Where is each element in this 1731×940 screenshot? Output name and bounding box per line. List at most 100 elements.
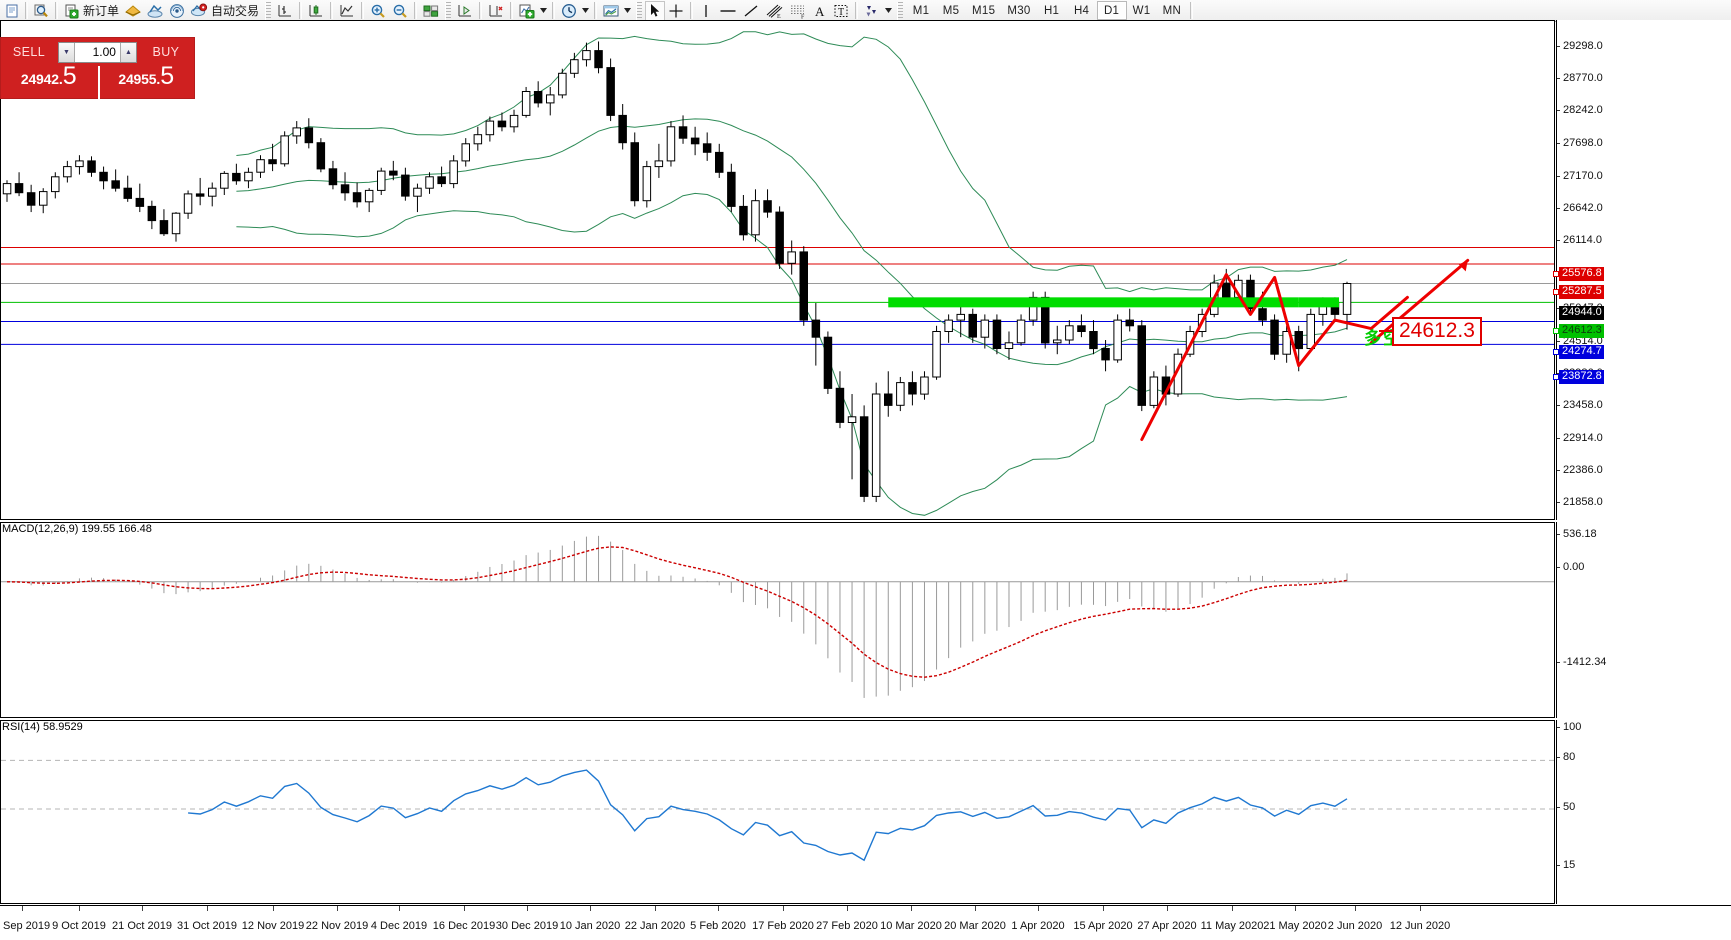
ask-price[interactable]: 24955. 5 — [96, 64, 195, 88]
timeframe-d1[interactable]: D1 — [1096, 1, 1127, 20]
volume-decrement-button[interactable]: ▼ — [59, 42, 76, 62]
volume-input[interactable]: 1.00 — [75, 42, 120, 62]
expert-advisor-icon[interactable] — [122, 1, 144, 21]
price-plot-area[interactable] — [1, 21, 1554, 519]
support-level-tag-1-handle[interactable] — [1553, 349, 1559, 355]
tile-windows-icon[interactable] — [420, 1, 442, 21]
resistance-level-tag-1[interactable]: 25576.8 — [1559, 267, 1604, 281]
rsi-scale[interactable]: 100 80 50 15 — [1556, 720, 1731, 904]
price-scale-tick: 24514.0 — [1557, 335, 1603, 347]
time-scale-tick — [527, 906, 528, 911]
time-scale-tick — [847, 906, 848, 911]
strategy-tester-icon[interactable] — [144, 1, 166, 21]
indicators-chevron-down-icon[interactable] — [538, 2, 549, 20]
toolbar-separator — [594, 2, 598, 19]
time-scale-label: 16 Dec 2019 — [432, 920, 496, 932]
volume-stepper[interactable]: ▼ 1.00 ▲ — [58, 41, 137, 63]
resistance-level-tag-1-handle[interactable] — [1553, 271, 1559, 277]
price-chart-pane[interactable] — [0, 20, 1555, 520]
text-icon[interactable]: A — [810, 1, 830, 21]
time-scale-label: 10 Mar 2020 — [880, 920, 942, 932]
time-scale-tick — [22, 906, 23, 911]
macd-scale-tick: 536.18 — [1557, 528, 1597, 540]
macd-chart-svg — [1, 535, 1554, 698]
vertical-line-icon[interactable] — [696, 1, 716, 21]
toolbar-grip[interactable] — [897, 1, 904, 20]
equidistant-channel-icon[interactable]: E — [762, 1, 786, 21]
trendline-icon[interactable] — [740, 1, 762, 21]
support-level-tag-2[interactable]: 23872.8 — [1559, 370, 1604, 384]
auto-scroll-icon[interactable] — [485, 1, 507, 21]
cursor-icon[interactable] — [645, 0, 666, 21]
volume-increment-button[interactable]: ▲ — [119, 42, 136, 62]
octp-price-row: 24942. 5 24955. 5 — [1, 64, 194, 98]
bid-price[interactable]: 24942. 5 — [20, 62, 77, 90]
time-scale-label: 27 Feb 2020 — [816, 920, 878, 932]
support-level-tag-2-handle[interactable] — [1553, 374, 1559, 380]
timeframe-m15[interactable]: M15 — [972, 4, 996, 17]
main-toolbar: 新订单 自动交易 — [0, 0, 1731, 22]
shift-end-icon[interactable] — [454, 1, 476, 21]
time-scale-label: 9 Oct 2019 — [52, 920, 106, 932]
resistance-level-tag-2-handle[interactable] — [1553, 289, 1559, 295]
timeframe-m30[interactable]: M30 — [1007, 4, 1031, 17]
horizontal-line-icon[interactable] — [716, 1, 740, 21]
svg-text:F: F — [801, 14, 805, 19]
timeframe-m1[interactable]: M1 — [912, 4, 930, 17]
time-scale-tick — [79, 906, 80, 911]
macd-pane[interactable] — [0, 522, 1555, 718]
new-order-icon[interactable] — [61, 1, 82, 21]
svg-text:T: T — [838, 7, 844, 18]
candlestick-chart-icon[interactable] — [305, 1, 327, 21]
new-order-label[interactable]: 新订单 — [83, 4, 120, 18]
bar-chart-icon[interactable] — [274, 1, 296, 21]
toolbar-separator — [1190, 2, 1194, 19]
toolbar-grip[interactable] — [636, 1, 643, 20]
templates-chevron-down-icon[interactable] — [622, 2, 633, 20]
period-chevron-down-icon[interactable] — [580, 2, 591, 20]
time-scale-label: 5 Sep 2019 — [0, 920, 51, 932]
support-level-tag-1[interactable]: 24274.7 — [1559, 345, 1604, 359]
price-scale-tick: 26114.0 — [1557, 234, 1602, 246]
timeframe-w1[interactable]: W1 — [1132, 4, 1151, 17]
templates-icon[interactable] — [600, 1, 622, 21]
rsi-pane[interactable] — [0, 720, 1555, 904]
rsi-plot-area[interactable] — [1, 721, 1554, 903]
toolbar-grip[interactable] — [445, 1, 452, 20]
timeframe-h4[interactable]: H4 — [1073, 4, 1090, 17]
pivot-level-tag-handle[interactable] — [1553, 328, 1559, 334]
fibonacci-icon[interactable]: F — [786, 1, 810, 21]
macd-scale[interactable]: 536.18 0.00 -1412.34 — [1556, 522, 1731, 718]
timeframe-mn[interactable]: MN — [1162, 4, 1182, 17]
shapes-icon[interactable] — [861, 1, 883, 21]
last-price-tag[interactable]: 24944.0 — [1559, 306, 1604, 320]
macd-plot-area[interactable] — [1, 523, 1554, 717]
autotrading-icon[interactable] — [188, 1, 210, 21]
resistance-level-tag-2[interactable]: 25287.5 — [1559, 285, 1604, 299]
find-icon[interactable] — [31, 1, 52, 21]
indicators-icon[interactable] — [516, 1, 538, 21]
text-label-icon[interactable]: T — [830, 1, 852, 21]
time-scale-label: 12 Jun 2020 — [1389, 920, 1451, 932]
price-scale-tick: 21858.0 — [1557, 496, 1603, 508]
line-chart-icon[interactable] — [336, 1, 358, 21]
new-chart-icon[interactable] — [2, 1, 22, 21]
crosshair-icon[interactable] — [665, 1, 687, 21]
time-scale-label: 17 Feb 2020 — [752, 920, 814, 932]
rsi-title: RSI(14) 58.9529 — [2, 721, 83, 733]
pivot-level-tag[interactable]: 24612.3 — [1559, 324, 1604, 338]
sell-button[interactable]: SELL — [12, 45, 46, 59]
zoom-in-icon[interactable] — [367, 1, 389, 21]
shapes-chevron-down-icon[interactable] — [883, 2, 894, 20]
one-click-trading-panel[interactable]: SELL ▼ 1.00 ▲ BUY 24942. 5 24955. 5 — [0, 37, 195, 99]
zoom-out-icon[interactable] — [389, 1, 411, 21]
buy-button[interactable]: BUY — [152, 45, 180, 59]
rsi-chart-svg — [1, 759, 1554, 862]
signals-icon[interactable] — [166, 1, 188, 21]
autotrading-label[interactable]: 自动交易 — [211, 4, 260, 18]
toolbar-grip[interactable] — [265, 1, 272, 20]
period-icon[interactable] — [558, 1, 580, 21]
timeframe-h1[interactable]: H1 — [1043, 4, 1060, 17]
timeframe-m5[interactable]: M5 — [942, 4, 960, 17]
